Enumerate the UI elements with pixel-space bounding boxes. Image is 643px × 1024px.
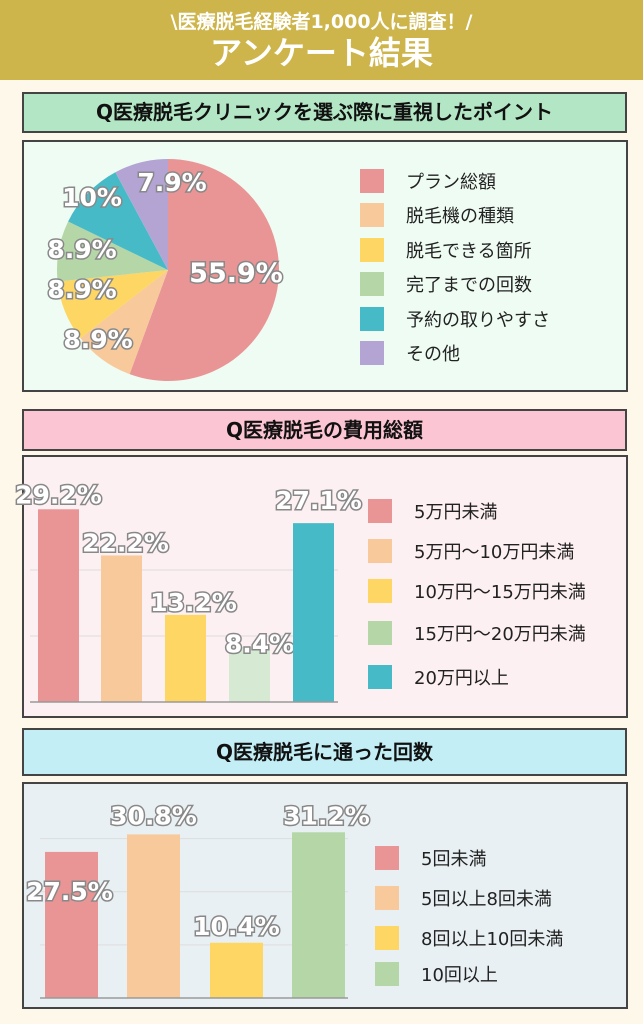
bar-data-label: 22.2% (82, 528, 169, 557)
pie-slice (80, 270, 168, 375)
legend-swatch (360, 169, 384, 193)
pie-chart-title: Q医療脱毛クリニックを選ぶ際に重視したポイント (22, 92, 627, 133)
legend-item: 5回未満 (375, 845, 486, 871)
legend-item: その他 (360, 340, 460, 366)
legend-swatch (375, 926, 399, 950)
banner-subtitle: \医療脱毛経験者1,000人に調査！/ (170, 11, 473, 33)
legend-label: 10万円〜15万円未満 (414, 582, 586, 603)
legend-label: 予約の取りやすさ (406, 310, 550, 331)
legend-swatch (375, 886, 399, 910)
legend-swatch (368, 579, 392, 603)
bar-data-label: 8.4% (225, 630, 294, 659)
pie-data-label: 55.9% (189, 258, 283, 289)
bar-data-label: 27.1% (275, 486, 362, 515)
legend-swatch (368, 499, 392, 523)
visits-chart-title: Q医療脱毛に通った回数 (22, 728, 627, 776)
bar-data-label: 10.4% (193, 912, 280, 941)
legend-item: 10回以上 (375, 961, 498, 987)
legend-label: 15万円〜20万円未満 (414, 624, 586, 645)
legend-item: 脱毛できる箇所 (360, 237, 532, 263)
legend-label: 脱毛できる箇所 (406, 241, 532, 262)
legend-label: 8回以上10回未満 (421, 929, 564, 950)
pie-slice (56, 221, 168, 282)
legend-swatch (375, 846, 399, 870)
legend-label: 5万円〜10万円未満 (414, 542, 575, 563)
legend-item: 5回以上8回未満 (375, 885, 552, 911)
banner-title: アンケート結果 (210, 34, 433, 72)
bar (210, 942, 263, 998)
pie-data-label: 8.9% (47, 235, 116, 264)
legend-item: 完了までの回数 (360, 271, 532, 297)
pie-data-label: 10% (62, 183, 122, 212)
pie-slice (115, 159, 168, 270)
legend-label: 5万円未満 (414, 502, 498, 523)
legend-item: プラン総額 (360, 168, 496, 194)
legend-label: 5回以上8回未満 (421, 889, 552, 910)
legend-swatch (360, 307, 384, 331)
legend-swatch (360, 341, 384, 365)
legend-label: 5回未満 (421, 849, 487, 870)
bar (293, 523, 334, 702)
pie-slice (57, 270, 168, 339)
pie-slice (68, 172, 168, 270)
legend-label: プラン総額 (406, 172, 496, 193)
legend-item: 予約の取りやすさ (360, 306, 550, 332)
bar-data-label: 13.2% (150, 588, 237, 617)
bar (45, 851, 98, 998)
legend-swatch (375, 962, 399, 986)
legend-swatch (360, 203, 384, 227)
legend-item: 8回以上10回未満 (375, 925, 563, 951)
legend-label: その他 (406, 344, 460, 365)
bar (229, 646, 270, 702)
legend-swatch (360, 272, 384, 296)
legend-item: 10万円〜15万円未満 (368, 578, 586, 604)
legend-item: 5万円〜10万円未満 (368, 538, 574, 564)
pie-data-label: 8.9% (63, 325, 132, 354)
legend-swatch (368, 665, 392, 689)
bar-data-label: 29.2% (15, 480, 102, 509)
legend-label: 脱毛機の種類 (406, 206, 514, 227)
banner: \医療脱毛経験者1,000人に調査！/ アンケート結果 (0, 0, 643, 80)
legend-swatch (368, 621, 392, 645)
cost-chart-title: Q医療脱毛の費用総額 (22, 409, 627, 451)
legend-swatch (360, 238, 384, 262)
legend-label: 完了までの回数 (406, 275, 532, 296)
bar-data-label: 27.5% (26, 877, 113, 906)
bar (38, 509, 79, 702)
legend-label: 20万円以上 (414, 668, 509, 689)
bar (101, 555, 142, 702)
legend-item: 20万円以上 (368, 664, 509, 690)
pie-slice (129, 159, 279, 381)
legend-item: 15万円〜20万円未満 (368, 620, 586, 646)
pie-data-label: 8.9% (47, 275, 116, 304)
legend-swatch (368, 539, 392, 563)
pie-data-label: 7.9% (137, 168, 206, 197)
bar-data-label: 31.2% (283, 801, 370, 830)
bar-data-label: 30.8% (110, 801, 197, 830)
legend-item: 5万円未満 (368, 498, 497, 524)
bar (165, 614, 206, 702)
bar (292, 832, 345, 998)
legend-label: 10回以上 (421, 965, 498, 986)
legend-item: 脱毛機の種類 (360, 202, 514, 228)
bar (127, 834, 180, 998)
